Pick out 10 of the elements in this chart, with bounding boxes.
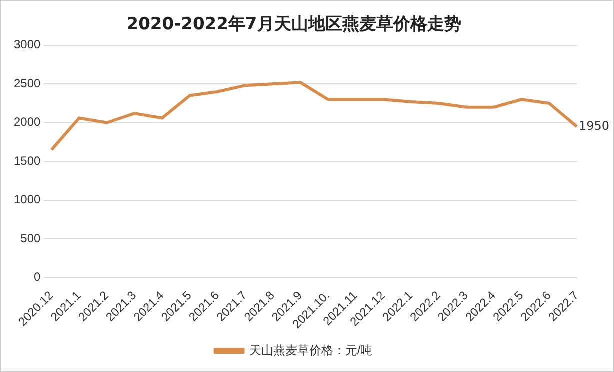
y-tick-label: 500 (20, 231, 42, 246)
legend-label: 天山燕麦草价格：元/吨 (249, 343, 373, 358)
y-tick-label: 2500 (14, 76, 42, 90)
chart-title: 2020-2022年7月天山地区燕麦草价格走势 (126, 14, 462, 35)
y-tick-label: 3000 (14, 38, 42, 52)
y-tick-label: 1000 (14, 192, 42, 207)
y-tick-label: 1500 (14, 154, 42, 168)
y-tick-label: 2000 (14, 115, 42, 130)
data-label: 1950 (579, 118, 610, 133)
y-tick-label: 0 (34, 270, 42, 284)
